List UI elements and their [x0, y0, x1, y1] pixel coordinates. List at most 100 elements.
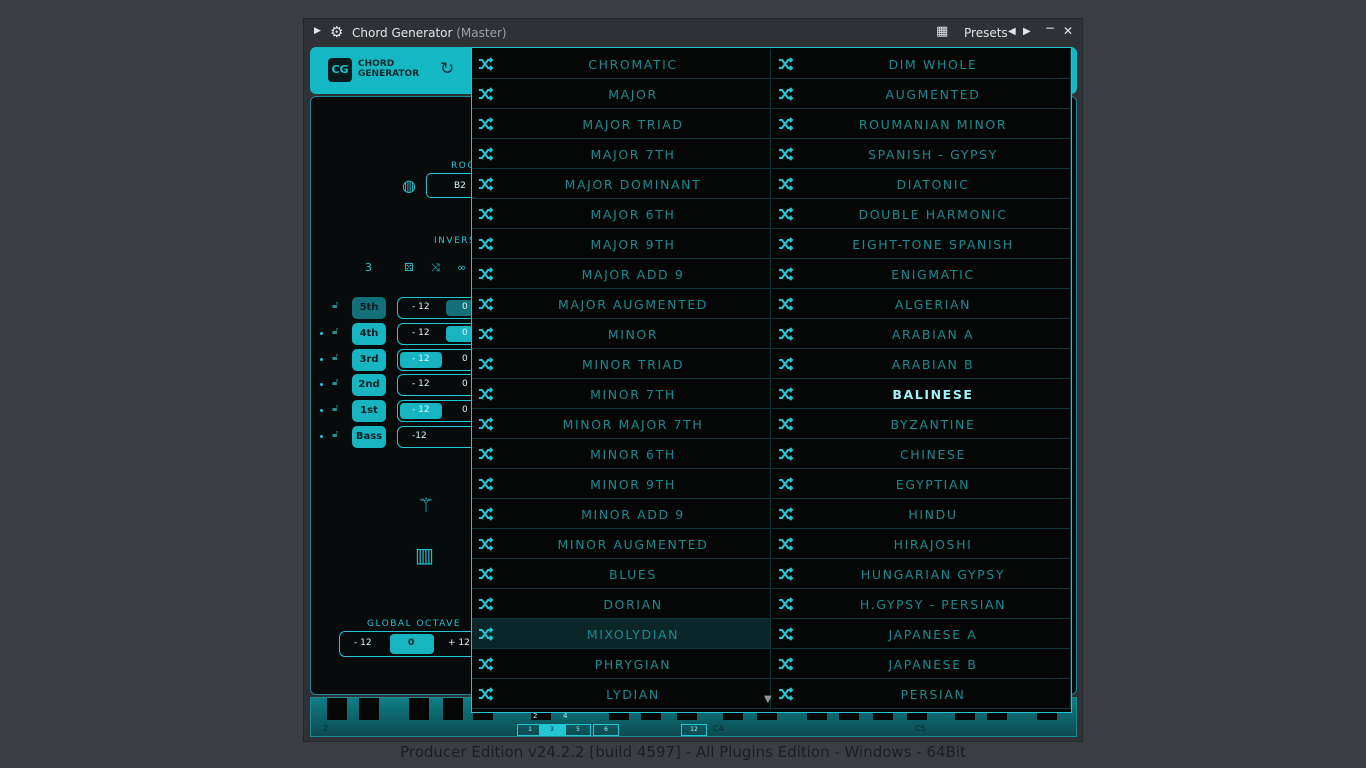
voice-octave-selector[interactable]: -12 [397, 426, 477, 448]
scale-option[interactable]: ENIGMATIC [772, 259, 1071, 289]
interval-number[interactable]: 3 [539, 724, 565, 736]
scale-option[interactable]: MAJOR 9TH [472, 229, 771, 259]
scale-option[interactable]: MAJOR ADD 9 [472, 259, 771, 289]
scale-dropdown-list[interactable]: CHROMATIC MAJOR MAJOR TRIAD MAJOR 7TH MAJOR … [471, 47, 1072, 713]
scale-option[interactable]: CHROMATIC [472, 49, 771, 79]
voice-button[interactable]: 3rd [352, 348, 386, 371]
shuffle-icon[interactable] [778, 116, 794, 132]
scale-option[interactable]: MAJOR [472, 79, 771, 109]
shuffle-icon[interactable] [478, 296, 494, 312]
shuffle-icon[interactable] [778, 356, 794, 372]
scale-option[interactable]: MIXOLYDIAN [472, 619, 771, 649]
scale-option[interactable]: MINOR ADD 9 [472, 499, 771, 529]
scale-option[interactable]: ARABIAN A [772, 319, 1071, 349]
shuffle-icon[interactable] [478, 656, 494, 672]
scale-option[interactable]: ARABIAN B [772, 349, 1071, 379]
grid-icon[interactable]: ▦ [936, 24, 949, 39]
shuffle-icon[interactable] [778, 266, 794, 282]
voice-button[interactable]: Bass [352, 426, 386, 448]
shuffle-icon[interactable] [478, 536, 494, 552]
shuffle-icon[interactable] [778, 596, 794, 612]
shuffle-icon[interactable] [478, 116, 494, 132]
lock-icon[interactable]: 🔓︎ [332, 377, 339, 389]
scale-option[interactable]: MAJOR 6TH [472, 199, 771, 229]
scale-option[interactable]: MAJOR TRIAD [472, 109, 771, 139]
scale-option[interactable]: HIRAJOSHI [772, 529, 1071, 559]
shuffle-icon[interactable] [778, 176, 794, 192]
piano-icon[interactable]: ▥ [415, 543, 434, 567]
gear-icon[interactable]: ⚙ [330, 23, 344, 41]
scroll-down-icon[interactable]: ▼ [764, 694, 772, 705]
shuffle-icon[interactable] [778, 656, 794, 672]
magic-wand-icon[interactable]: ⚚ [417, 493, 435, 517]
shuffle-icon[interactable] [778, 86, 794, 102]
scale-option[interactable]: BALINESE [772, 379, 1071, 409]
lock-icon[interactable]: 🔓︎ [332, 300, 339, 311]
close-button[interactable]: ✕ [1063, 24, 1074, 38]
shuffle-icon[interactable] [778, 326, 794, 342]
shuffle-icon[interactable] [778, 236, 794, 252]
next-preset-icon[interactable]: ▶ [1023, 26, 1031, 37]
black-key[interactable] [327, 698, 347, 720]
voice-button[interactable]: 5th [352, 297, 386, 319]
shuffle-icon[interactable] [478, 266, 494, 282]
shuffle-icon[interactable] [478, 176, 494, 192]
shuffle-icon[interactable] [478, 326, 494, 342]
shuffle-icon[interactable] [778, 56, 794, 72]
voice-button[interactable]: 4th [352, 322, 386, 345]
shuffle-icon[interactable] [478, 146, 494, 162]
voice-button[interactable]: 2nd [352, 374, 386, 397]
voice-octave-selector[interactable]: - 12 0 [397, 348, 477, 371]
shuffle-icon[interactable] [778, 446, 794, 462]
scale-option[interactable]: MINOR 9TH [472, 469, 771, 499]
lock-icon[interactable]: 🔓︎ [332, 403, 339, 415]
shuffle-icon[interactable] [778, 296, 794, 312]
shuffle-icon[interactable] [778, 476, 794, 492]
shuffle-icon[interactable] [478, 356, 494, 372]
shuffle-icon[interactable] [478, 566, 494, 582]
shuffle-icon[interactable] [778, 686, 794, 702]
interval-number[interactable]: 6 [593, 724, 619, 736]
shuffle-icon[interactable] [478, 596, 494, 612]
shuffle-icon[interactable] [778, 536, 794, 552]
scale-option[interactable]: MINOR MAJOR 7TH [472, 409, 771, 439]
scale-option[interactable]: DIM WHOLE [772, 49, 1071, 79]
link-icon[interactable]: ∞ [457, 261, 467, 274]
scale-option[interactable]: MINOR AUGMENTED [472, 529, 771, 559]
scale-option[interactable]: EIGHT-TONE SPANISH [772, 229, 1071, 259]
scale-option[interactable]: MAJOR DOMINANT [472, 169, 771, 199]
shuffle-icon[interactable]: ⤨ [431, 261, 440, 274]
shuffle-icon[interactable] [778, 386, 794, 402]
shuffle-icon[interactable] [478, 686, 494, 702]
shuffle-icon[interactable] [778, 506, 794, 522]
voice-octave-selector[interactable]: - 12 0 [397, 322, 477, 345]
black-key[interactable] [443, 698, 463, 720]
voice-octave-selector[interactable]: - 12 0 [397, 297, 477, 319]
shuffle-icon[interactable] [478, 506, 494, 522]
scale-option[interactable]: AUGMENTED [772, 79, 1071, 109]
lock-icon[interactable]: 🔓︎ [332, 325, 339, 337]
scale-option[interactable]: H.GYPSY - PERSIAN [772, 589, 1071, 619]
shuffle-icon[interactable] [478, 476, 494, 492]
reset-icon[interactable]: ↻ [440, 59, 455, 79]
scale-option[interactable]: EGYPTIAN [772, 469, 1071, 499]
scale-option[interactable]: LYDIAN [472, 679, 771, 709]
shuffle-icon[interactable] [478, 626, 494, 642]
lock-icon[interactable]: 🔓︎ [332, 429, 339, 440]
shuffle-icon[interactable] [478, 206, 494, 222]
scale-option[interactable]: DIATONIC [772, 169, 1071, 199]
dice-icon[interactable]: ⚄ [404, 261, 414, 274]
expand-arrow-icon[interactable]: ▶ [314, 26, 321, 36]
shuffle-icon[interactable] [778, 626, 794, 642]
scale-option[interactable]: CHINESE [772, 439, 1071, 469]
octave-plus[interactable]: + 12 [448, 638, 470, 648]
globe-icon[interactable]: ◍ [402, 176, 416, 195]
scale-option[interactable]: MINOR [472, 319, 771, 349]
shuffle-icon[interactable] [478, 56, 494, 72]
scale-option[interactable]: HUNGARIAN GYPSY [772, 559, 1071, 589]
scale-option[interactable]: MINOR 6TH [472, 439, 771, 469]
minimize-button[interactable]: − [1045, 21, 1056, 35]
scale-option[interactable]: DORIAN [472, 589, 771, 619]
shuffle-icon[interactable] [478, 236, 494, 252]
shuffle-icon[interactable] [778, 146, 794, 162]
